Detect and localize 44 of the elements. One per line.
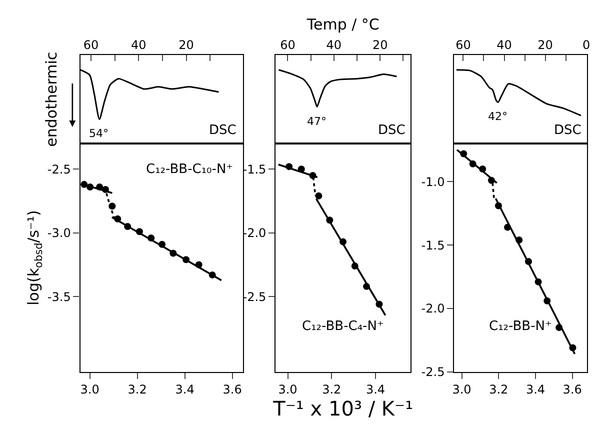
annotation: 42°	[488, 110, 508, 123]
y-tick-label: -2.5	[242, 290, 266, 304]
annotation: 54°	[89, 127, 108, 140]
x-tick-label: 40	[326, 38, 342, 52]
x-tick-label: 60	[83, 38, 99, 52]
x-tick-label: 40	[131, 38, 146, 52]
y-tick-label: -2.5	[421, 365, 445, 380]
x-tick-label: 3.0	[80, 382, 100, 396]
x-tick-label: 3.2	[489, 382, 508, 396]
y-tick-label: -1.5	[421, 238, 445, 252]
annotation: 47°	[307, 115, 326, 128]
x-tick-label: 3.0	[278, 382, 298, 396]
point	[315, 192, 322, 200]
x-tick-label: 0	[582, 38, 590, 52]
annotation: C₁₂-BB-C₄-N⁺	[302, 319, 384, 334]
x-tick-label: 3.2	[128, 382, 147, 396]
x-tick-label: 20	[372, 38, 388, 52]
x-tick-label: 3.4	[175, 382, 194, 396]
y-axis-title: endothermic	[42, 52, 60, 147]
y-tick-label: -3.0	[47, 226, 71, 240]
y-tick-label: -3.5	[47, 290, 71, 304]
annotation: DSC	[378, 123, 406, 138]
annotation: DSC	[209, 123, 236, 138]
annotation: C₁₂-BB-N⁺	[489, 319, 552, 334]
x-tick-label: 3.0	[452, 382, 472, 396]
x-tick-label: 40	[496, 38, 512, 52]
x-tick-label: 3.6	[562, 382, 582, 396]
y-tick-label: -2.5	[47, 162, 71, 176]
x-tick-label: 20	[178, 38, 194, 52]
y-tick-label: -2.0	[242, 226, 266, 240]
x-tick-label: 3.6	[222, 382, 242, 396]
annotation: C₁₂-BB-C₁₀-N⁺	[146, 162, 234, 177]
x-tick-label: 3.2	[322, 382, 342, 396]
x-tick-label: 3.4	[526, 382, 546, 396]
y-tick-label: -1.0	[421, 174, 445, 189]
x-tick-label: 60	[280, 38, 296, 52]
annotation: DSC	[554, 123, 582, 138]
x-axis-title: T⁻¹ x 10³ / K⁻¹	[272, 396, 414, 420]
x-tick-label: 3.4	[366, 382, 386, 396]
y-tick-label: -1.5	[242, 162, 266, 176]
x-tick-label: 20	[538, 38, 553, 52]
y-tick-label: -2.0	[421, 302, 445, 316]
x-tick-label: 60	[456, 38, 471, 52]
x-axis-title: Temp / °C	[306, 15, 380, 34]
